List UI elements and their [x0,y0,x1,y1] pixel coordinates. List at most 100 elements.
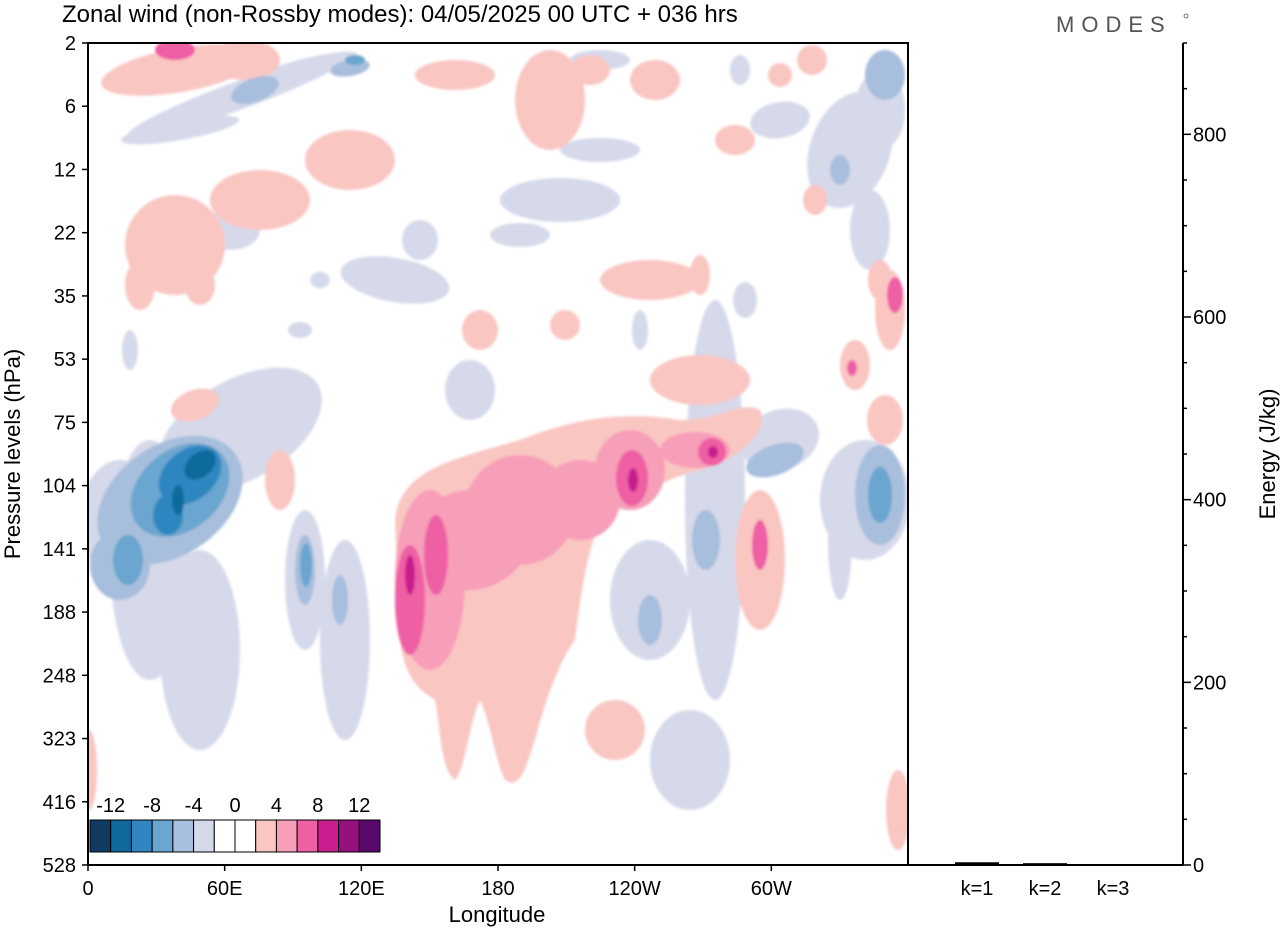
energy-panel: k=1 k=2 k=3 0 200 400 600 800 [908,42,1226,900]
colorbar-label: 12 [348,795,370,817]
negative-region [830,155,850,185]
contour-fields [88,43,908,850]
negative-region [868,467,892,523]
x-tick-label: 120W [609,878,661,900]
negative-region [560,138,640,162]
colorbar-swatch [130,819,153,853]
colorbar-swatch [172,819,195,853]
negative-region [632,310,648,350]
negative-region [184,450,216,480]
positive-region [550,310,580,340]
positive-region [415,60,495,90]
y-axis-label: Pressure levels (hPa) [0,349,25,559]
energy-tick-label: 400 [1193,490,1226,512]
colorbar-swatch [296,819,319,853]
negative-region [340,256,450,304]
negative-region [850,190,890,270]
positive-region [305,130,395,190]
colorbar-swatch [338,819,360,853]
y-tick-label: 12 [54,159,76,181]
negative-region [402,220,438,260]
y-tick-label: 188 [43,602,76,624]
positive-region [405,555,415,595]
colorbar-swatch [317,819,340,853]
negative-region [500,178,620,222]
colorbar-swatch [275,819,298,853]
positive-region [170,388,220,422]
brand-logo: MODES [1056,12,1172,37]
negative-region [231,75,279,105]
y-tick-label: 35 [54,286,76,308]
negative-region [692,510,720,570]
energy-category-label: k=3 [1097,878,1130,900]
positive-region [768,63,792,87]
positive-region [797,45,827,75]
positive-region [265,450,295,510]
colorbar-swatch [234,819,257,853]
x-tick-label: 60W [751,878,792,900]
y-tick-label: 248 [43,665,76,687]
positive-region [803,185,827,215]
energy-tick-label: 600 [1193,307,1226,329]
negative-region [120,115,240,145]
positive-region [155,43,195,60]
positive-region [628,468,638,492]
energy-axis-label: Energy (J/kg) [1255,389,1280,520]
x-axis: 0 60E 120E 180 120W 60W [82,865,792,900]
feature-point [873,295,875,297]
positive-region [125,260,155,310]
energy-tick-label: 200 [1193,672,1226,694]
energy-tick-label: 800 [1193,124,1226,146]
negative-region [733,282,757,318]
negative-region [746,442,804,478]
negative-region [320,540,370,740]
energy-category-label: k=1 [961,878,994,900]
positive-region [630,60,680,100]
positive-region [887,277,903,313]
colorbar-swatch [193,819,215,853]
negative-region [345,55,365,65]
y-tick-label: 528 [43,855,76,877]
energy-tick-label: 0 [1193,855,1204,877]
energy-category-label: k=2 [1029,878,1062,900]
y-tick-label: 22 [54,223,76,245]
x-tick-label: 60E [207,878,243,900]
y-tick-label: 416 [43,792,76,814]
energy-bar [1023,863,1067,865]
positive-region [650,355,750,405]
feature-point [429,573,431,576]
x-tick-label: 0 [82,878,93,900]
energy-bar [955,862,999,865]
negative-region [650,710,730,810]
positive-region [715,125,755,155]
feature-point [303,573,305,576]
negative-region [828,480,852,600]
positive-region [690,255,710,295]
colorbar-swatch [89,819,112,853]
positive-region [395,545,425,655]
colorbar-swatch [110,819,132,853]
negative-region [445,360,495,420]
negative-region [490,223,550,247]
y-tick-label: 6 [65,96,76,118]
positive-region [88,730,97,810]
trademark-icon [1183,13,1189,19]
positive-region [708,446,718,458]
negative-region [865,50,905,100]
colorbar-swatch [255,819,277,853]
y-tick-label: 75 [54,412,76,434]
y-tick-label: 141 [43,539,76,561]
negative-region [113,535,143,585]
negative-region [300,543,312,587]
y-axis: 2 6 12 22 35 53 75 104 141 188 248 323 416 528 [43,33,88,877]
positive-region [868,260,892,300]
negative-region [122,330,138,370]
colorbar-label: 4 [271,795,282,817]
contour-panel: -12 -8 -4 0 4 8 12 2 6 12 22 35 53 75 104 141 188 248 323… [43,33,909,900]
energy-y-axis: 0 200 400 600 800 [1183,42,1226,877]
positive-region [752,520,768,570]
colorbar-swatch [358,819,381,853]
positive-region [210,43,280,80]
negative-region [750,101,810,139]
